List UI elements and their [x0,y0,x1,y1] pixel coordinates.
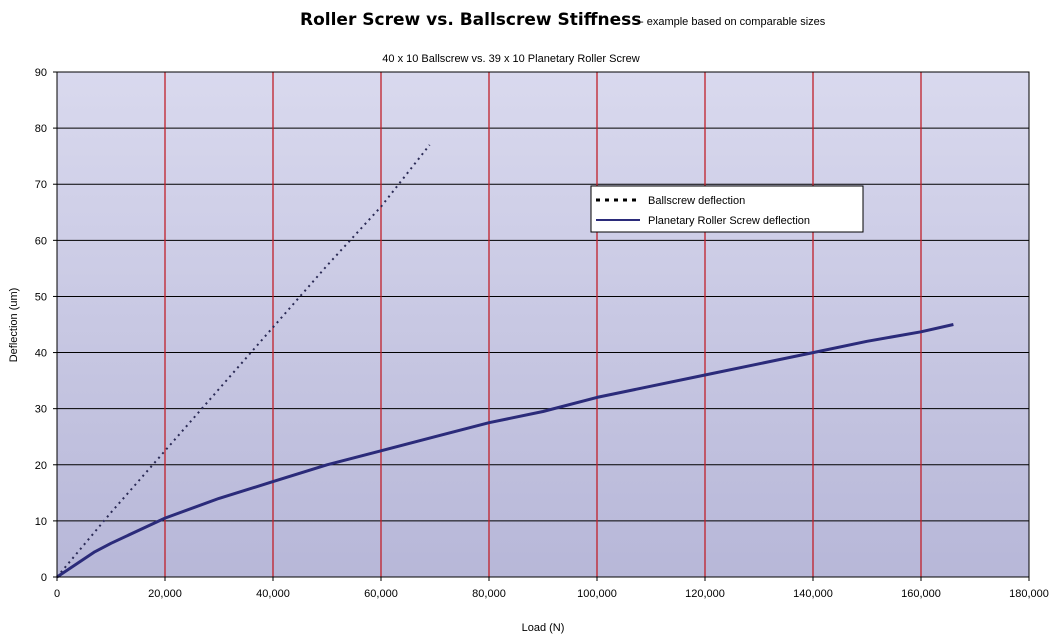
y-tick-label: 40 [35,348,47,360]
tick-labels: 0 10 20 30 40 50 60 70 80 90 0 20,000 40,000 60,000 80… [35,67,1049,600]
x-tick-label: 40,000 [256,588,290,600]
plot-area [57,72,1029,577]
x-tick-label: 80,000 [472,588,506,600]
x-tick-label: 0 [54,588,60,600]
x-tick-label: 180,000 [1009,588,1049,600]
x-tick-label: 100,000 [577,588,617,600]
legend: Ballscrew deflection Planetary Roller Sc… [590,185,864,233]
chart-title-note: - example based on comparable sizes [640,16,826,28]
chart-title: Roller Screw vs. Ballscrew Stiffness [300,10,641,30]
ballscrew-deflection-line [56,144,431,578]
y-tick-label: 80 [35,123,47,135]
x-axis-label: Load (N) [522,622,565,634]
y-tick-label: 30 [35,404,47,416]
legend-label-roller-screw: Planetary Roller Screw deflection [648,215,810,227]
x-tick-label: 120,000 [685,588,725,600]
y-tick-label: 0 [41,572,47,584]
x-tick-label: 160,000 [901,588,941,600]
axes [53,71,1030,581]
y-tick-label: 90 [35,67,47,79]
y-tick-label: 60 [35,235,47,247]
y-tick-label: 10 [35,516,47,528]
y-tick-label: 70 [35,179,47,191]
legend-label-ballscrew: Ballscrew deflection [648,195,745,207]
y-tick-label: 20 [35,460,47,472]
y-axis-label: Deflection (um) [8,288,20,363]
plot-border [56,71,1030,578]
roller-screw-deflection-line [56,323,954,579]
series-layer [56,144,954,579]
chart-subtitle: 40 x 10 Ballscrew vs. 39 x 10 Planetary … [382,53,639,65]
grid [57,71,1029,577]
x-tick-label: 60,000 [364,588,398,600]
x-tick-label: 140,000 [793,588,833,600]
y-tick-label: 50 [35,291,47,303]
x-tick-label: 20,000 [148,588,182,600]
legend-box [590,185,864,233]
